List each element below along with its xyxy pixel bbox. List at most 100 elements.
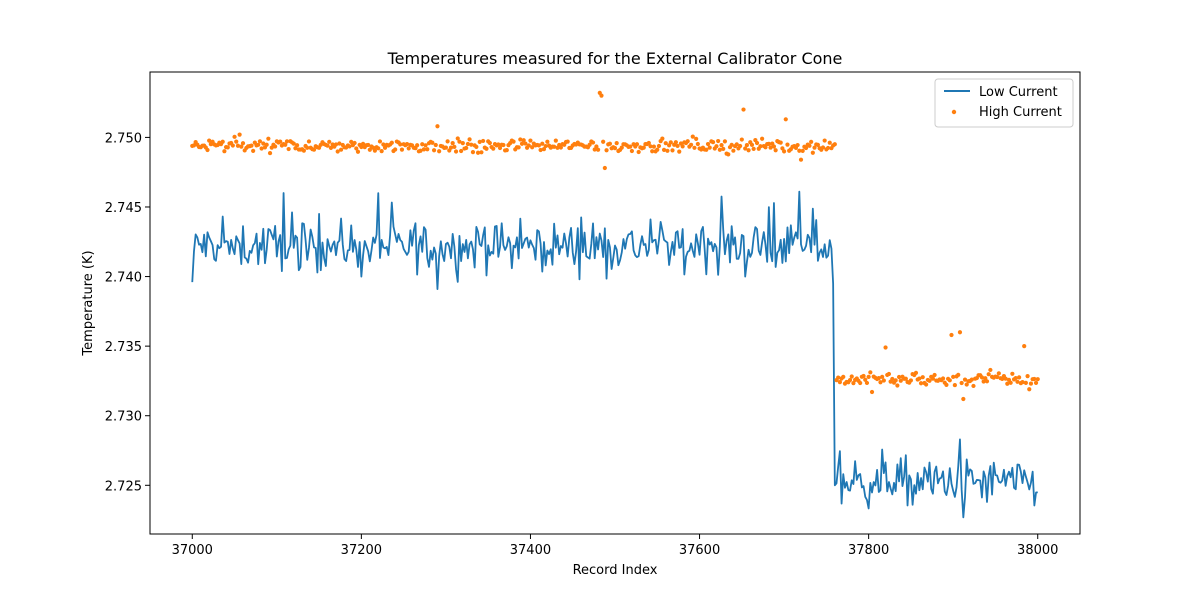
high-current-point <box>705 141 711 147</box>
high-current-point <box>545 139 550 144</box>
high-current-point <box>809 139 814 144</box>
high-current-point <box>266 136 271 141</box>
high-current-point <box>964 382 969 387</box>
high-current-point <box>207 138 212 143</box>
high-current-point <box>944 382 949 387</box>
high-current-point <box>239 144 244 149</box>
high-current-point <box>327 139 332 144</box>
high-current-point <box>771 144 777 149</box>
high-current-point <box>665 148 670 153</box>
high-current-point <box>587 142 592 147</box>
high-current-point <box>952 382 957 388</box>
high-current-point <box>521 138 526 143</box>
high-current-point <box>496 142 501 147</box>
high-current-point <box>415 143 420 148</box>
high-current-point <box>743 146 748 151</box>
high-current-point <box>491 146 496 151</box>
high-current-point <box>516 145 521 150</box>
high-current-point <box>710 139 716 145</box>
high-current-point <box>969 377 974 382</box>
high-current-point <box>749 142 755 147</box>
high-current-point <box>536 143 542 148</box>
high-current-point <box>443 145 449 150</box>
high-current-point <box>259 146 264 151</box>
high-current-point <box>847 377 853 383</box>
high-current-point <box>971 383 976 389</box>
high-current-point <box>648 144 653 149</box>
high-current-point <box>688 142 694 147</box>
y-tick-label: 2.745 <box>105 201 142 216</box>
high-current-point <box>433 142 438 148</box>
high-current-point <box>240 141 246 146</box>
high-current-point <box>741 107 746 112</box>
high-current-point <box>448 145 454 150</box>
high-current-point <box>484 146 489 151</box>
high-current-point <box>355 149 361 154</box>
high-current-point <box>464 145 469 151</box>
high-current-point <box>1027 387 1032 392</box>
high-current-point <box>335 149 340 154</box>
high-current-point <box>338 147 344 152</box>
high-current-point <box>538 147 543 153</box>
high-current-point <box>465 141 470 147</box>
high-current-point <box>1020 380 1025 385</box>
high-current-point <box>389 140 394 145</box>
high-current-point <box>930 376 935 381</box>
high-current-point <box>541 147 547 152</box>
high-current-point <box>543 143 548 149</box>
high-current-point <box>234 139 239 144</box>
high-current-point <box>650 149 655 154</box>
high-current-point <box>1005 381 1010 386</box>
high-current-point <box>601 139 606 144</box>
high-current-point <box>1013 375 1018 381</box>
high-current-point <box>768 145 773 150</box>
high-current-point <box>680 144 685 149</box>
high-current-point <box>731 148 736 153</box>
high-current-point <box>903 376 908 381</box>
high-current-point <box>225 145 230 150</box>
high-current-point <box>230 143 235 148</box>
high-current-point <box>763 145 768 150</box>
series-high-current <box>190 90 1040 402</box>
high-current-point <box>820 145 826 150</box>
x-tick-label: 37600 <box>679 543 720 558</box>
high-current-point <box>668 140 673 145</box>
high-current-point <box>425 147 430 152</box>
high-current-point <box>714 144 719 149</box>
high-current-point <box>1003 376 1008 381</box>
high-current-point <box>352 140 357 146</box>
high-current-point <box>205 147 210 153</box>
high-current-point <box>660 136 665 141</box>
high-current-point <box>822 138 827 143</box>
high-current-point <box>453 149 459 154</box>
high-current-point <box>283 142 288 147</box>
series-low-current <box>191 190 1038 519</box>
high-current-point <box>738 143 743 149</box>
high-current-point <box>278 139 283 144</box>
legend: Low Current High Current <box>934 78 1074 128</box>
high-current-point <box>418 148 423 153</box>
high-current-point <box>962 377 968 382</box>
high-current-point <box>349 139 354 145</box>
high-current-point <box>896 374 902 380</box>
high-current-point <box>518 137 523 142</box>
high-current-point <box>849 374 854 379</box>
high-current-point <box>511 139 516 144</box>
high-current-point <box>751 146 756 151</box>
high-current-point <box>629 148 635 154</box>
high-current-point <box>475 150 481 155</box>
high-current-point <box>337 141 342 146</box>
high-current-point <box>261 141 266 146</box>
legend-high-current-label: High Current <box>979 105 1062 120</box>
high-current-point <box>661 147 667 152</box>
high-current-point <box>306 139 312 144</box>
y-axis: 2.725 2.730 2.735 2.740 2.745 2.750 <box>105 131 150 494</box>
high-current-point <box>729 142 734 147</box>
high-current-point <box>810 150 815 155</box>
high-current-point <box>694 136 699 141</box>
high-current-point <box>836 375 841 380</box>
high-current-point <box>924 382 929 387</box>
high-current-point <box>956 372 961 377</box>
high-current-point <box>628 144 633 149</box>
high-current-point <box>455 136 460 141</box>
